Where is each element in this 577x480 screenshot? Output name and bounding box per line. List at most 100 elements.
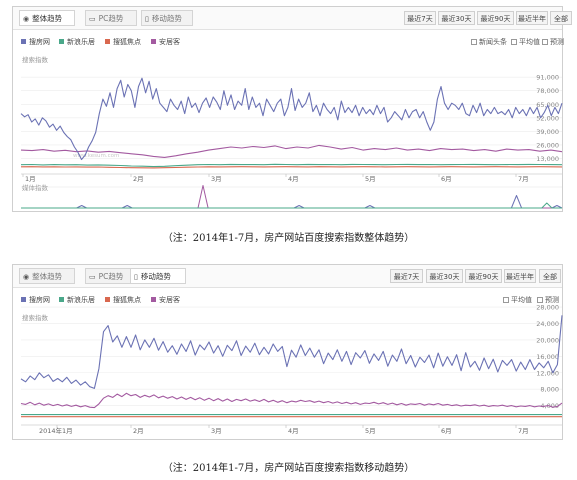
search-index-overall-chart[interactable]: 91,000 78,000 65,000 52,000 39,000 26,000 13,0… (13, 7, 563, 211)
legend-item[interactable]: 搜狐焦点 (105, 294, 141, 306)
y-tick-label: 16,000 (536, 353, 559, 361)
range-all-button[interactable]: 全部 (550, 11, 572, 25)
x-tick-label: 7月 (518, 175, 529, 183)
search-index-mobile-chart[interactable]: 28,00024,00020,00016,00012,0008,0004,000… (13, 265, 563, 439)
y-tick-label: 12,000 (536, 369, 559, 377)
legend-label: 搜狐焦点 (113, 38, 141, 46)
x-tick-label: 1月 (25, 175, 36, 183)
tab-bar: ◉ 整体趋势 ▭ PC趋势 ▯ 移动趋势 最近7天 最近30天 最近90天 最近半年 … (13, 7, 572, 30)
y-tick-label: 91,000 (536, 74, 559, 82)
overall-trend-panel: ◉ 整体趋势 ▭ PC趋势 ▯ 移动趋势 最近7天 最近30天 最近90天 最近半年 … (12, 6, 572, 212)
mobile-trend-panel: ◉ 整体趋势 ▭ PC趋势 ▯ 移动趋势 最近7天 最近30天 最近90天 最近半年 … (12, 264, 563, 440)
legend-item[interactable]: 搜狐焦点 (105, 36, 141, 48)
tab-overall-trend[interactable]: ◉ 整体趋势 (19, 10, 75, 26)
legend-item[interactable]: 新浪乐居 (59, 36, 95, 48)
checkbox-box (542, 39, 548, 45)
y-tick-label: 8,000 (540, 386, 559, 394)
tab-label: 整体趋势 (32, 272, 63, 281)
figure-caption-mobile: （注：2014年1-7月，房产网站百度搜索指数移动趋势） (162, 463, 415, 474)
range-30-days-button[interactable]: 最近30天 (438, 11, 475, 25)
legend-item[interactable]: 搜房网 (21, 294, 50, 306)
y-tick-label: 65,000 (536, 101, 559, 109)
y-tick-label: 52,000 (536, 114, 559, 122)
y-tick-label: 20,000 (536, 336, 559, 344)
legend-item[interactable]: 安居客 (151, 36, 180, 48)
average-checkbox[interactable]: 平均值 (511, 36, 540, 48)
legend-item[interactable]: 搜房网 (21, 36, 50, 48)
average-checkbox[interactable]: 平均值 (503, 294, 532, 306)
option-label: 新闻头条 (479, 38, 507, 46)
legend-label: 安居客 (159, 38, 180, 46)
overall-trend-icon: ◉ (23, 273, 30, 281)
y-tick-label: 24,000 (536, 320, 559, 328)
legend-label: 搜狐焦点 (113, 296, 141, 304)
x-tick-label: 4月 (288, 427, 299, 435)
mobile-icon: ▯ (134, 273, 138, 281)
range-7-days-button[interactable]: 最近7天 (390, 269, 423, 283)
x-tick-label: 2月 (133, 175, 144, 183)
option-label: 平均值 (511, 296, 532, 304)
watermark: www.kesum.com (73, 153, 119, 159)
checkbox-box (537, 297, 543, 303)
mobile-icon: ▯ (145, 15, 149, 23)
tab-overall-trend[interactable]: ◉ 整体趋势 (19, 268, 75, 284)
search-index-label: 搜索指数 (22, 56, 48, 64)
legend-label: 安居客 (159, 296, 180, 304)
legend-swatch (105, 39, 110, 44)
checkbox-box (511, 39, 517, 45)
tab-label: PC趋势 (98, 272, 124, 281)
legend-item[interactable]: 安居客 (151, 294, 180, 306)
tab-mobile-trend[interactable]: ▯ 移动趋势 (141, 10, 193, 26)
range-7-days-button[interactable]: 最近7天 (404, 11, 436, 25)
range-all-button[interactable]: 全部 (539, 269, 561, 283)
tab-label: PC趋势 (98, 14, 124, 23)
search-index-label: 搜索指数 (22, 314, 48, 322)
legend-item[interactable]: 新浪乐居 (59, 294, 95, 306)
media-index-label: 媒体指数 (22, 184, 48, 192)
tab-label: 移动趋势 (140, 272, 171, 281)
legend-swatch (105, 297, 110, 302)
y-tick-label: 26,000 (536, 141, 559, 149)
option-label: 预测 (550, 38, 564, 46)
tab-mobile-trend[interactable]: ▯ 移动趋势 (130, 268, 186, 284)
range-30-days-button[interactable]: 最近30天 (426, 269, 463, 283)
x-tick-label: 2014年1月 (39, 426, 73, 435)
pc-icon: ▭ (89, 15, 96, 23)
series-line-安居客 (21, 185, 562, 209)
x-tick-label: 6月 (441, 175, 452, 183)
legend-swatch (59, 39, 64, 44)
x-tick-label: 5月 (365, 175, 376, 183)
range-half-year-button[interactable]: 最近半年 (516, 11, 548, 25)
range-90-days-button[interactable]: 最近90天 (465, 269, 502, 283)
legend-swatch (21, 39, 26, 44)
tab-pc-trend[interactable]: ▭ PC趋势 (85, 268, 137, 284)
option-label: 平均值 (519, 38, 540, 46)
x-tick-label: 3月 (211, 175, 222, 183)
option-label: 预测 (545, 296, 559, 304)
series-line-搜房网 (20, 77, 563, 161)
legend-label: 新浪乐居 (67, 38, 95, 46)
series-line-安居客 (20, 392, 563, 409)
news-headline-checkbox[interactable]: 新闻头条 (471, 36, 507, 48)
series-line-搜狐焦点 (20, 166, 563, 169)
y-tick-label: 13,000 (536, 155, 559, 163)
x-tick-label: 5月 (365, 427, 376, 435)
legend-swatch (151, 297, 156, 302)
forecast-checkbox[interactable]: 预测 (542, 36, 564, 48)
legend-swatch (21, 297, 26, 302)
figure-caption-overall: （注：2014年1-7月，房产网站百度搜索指数整体趋势） (162, 233, 415, 244)
legend-swatch (59, 297, 64, 302)
y-tick-label: 28,000 (536, 304, 559, 312)
range-half-year-button[interactable]: 最近半年 (504, 269, 536, 283)
chart-legend: 搜房网 新浪乐居 搜狐焦点 安居客 (21, 294, 321, 306)
tab-label: 整体趋势 (32, 14, 63, 23)
tab-pc-trend[interactable]: ▭ PC趋势 (85, 10, 137, 26)
series-line-安居客 (20, 144, 563, 158)
legend-label: 搜房网 (29, 38, 50, 46)
x-tick-label: 7月 (518, 427, 529, 435)
legend-label: 搜房网 (29, 296, 50, 304)
forecast-checkbox[interactable]: 预测 (537, 294, 559, 306)
overall-trend-icon: ◉ (23, 15, 30, 23)
range-90-days-button[interactable]: 最近90天 (477, 11, 514, 25)
tab-bar: ◉ 整体趋势 ▭ PC趋势 ▯ 移动趋势 最近7天 最近30天 最近90天 最近半年 … (13, 265, 562, 288)
